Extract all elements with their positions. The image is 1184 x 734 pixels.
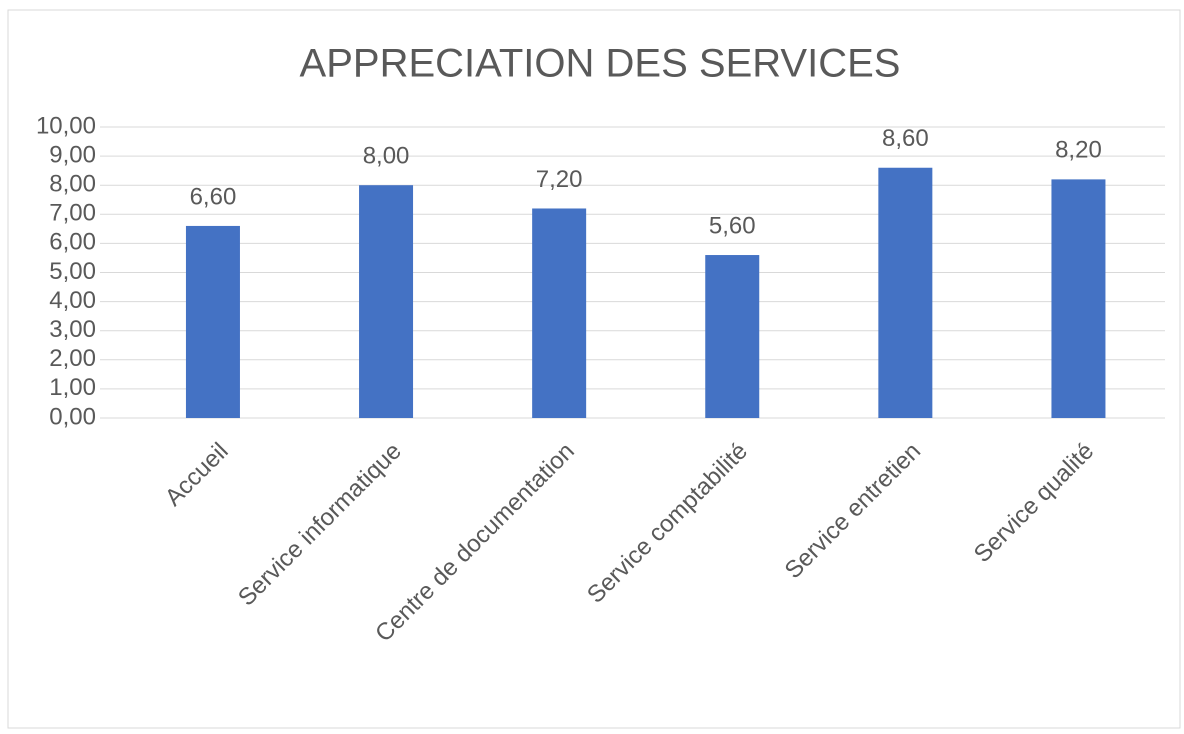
y-tick-label: 8,00 (49, 171, 96, 198)
data-label: 7,20 (536, 166, 583, 193)
y-tick-label: 0,00 (49, 403, 96, 430)
bar (1051, 179, 1106, 418)
y-tick-label: 6,00 (49, 229, 96, 256)
data-label: 8,60 (882, 125, 929, 152)
y-tick-label: 9,00 (49, 141, 96, 168)
data-label: 5,60 (709, 212, 756, 239)
y-tick-label: 7,00 (49, 200, 96, 227)
bar (532, 208, 587, 418)
chart-title: APPRECIATION DES SERVICES (300, 42, 901, 86)
y-tick-label: 3,00 (49, 316, 96, 343)
bar (359, 185, 414, 418)
data-label: 6,60 (190, 183, 237, 210)
bar (878, 167, 933, 418)
y-tick-label: 1,00 (49, 374, 96, 401)
y-tick-label: 5,00 (49, 258, 96, 285)
bar (185, 225, 240, 418)
y-tick-label: 2,00 (49, 345, 96, 372)
data-label: 8,00 (363, 143, 410, 170)
chart-border (7, 9, 1181, 729)
y-tick-label: 10,00 (36, 112, 96, 139)
data-label: 8,20 (1055, 137, 1102, 164)
bar (705, 255, 760, 418)
y-tick-label: 4,00 (49, 287, 96, 314)
